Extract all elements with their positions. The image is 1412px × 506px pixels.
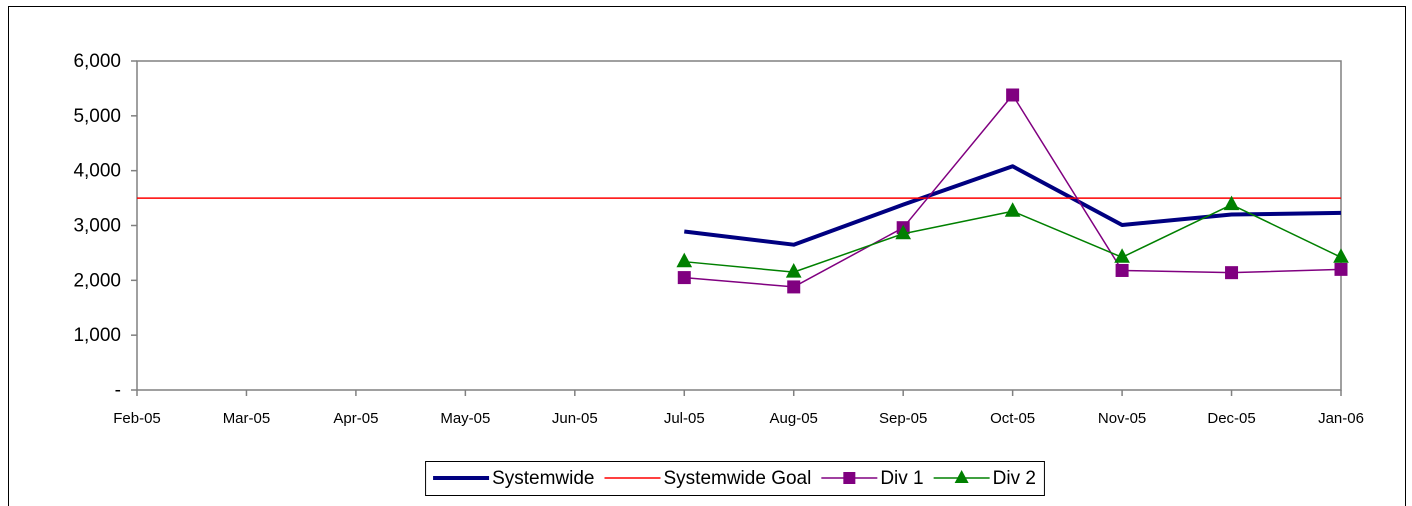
legend-item: Systemwide (433, 468, 594, 489)
x-tick-label: Sep-05 (879, 410, 927, 427)
plot-area (136, 60, 1342, 391)
y-tick-label: 2,000 (73, 270, 121, 291)
y-tick-label: 5,000 (73, 106, 121, 127)
x-tick-label: Nov-05 (1098, 410, 1146, 427)
marker (1223, 195, 1240, 211)
x-tick-label: Jul-05 (664, 410, 705, 427)
x-tick-label: Apr-05 (333, 410, 378, 427)
marker (677, 271, 691, 285)
y-tick-label: 3,000 (73, 216, 121, 237)
x-tick-label: May-05 (440, 410, 490, 427)
marker (1334, 262, 1348, 276)
y-tick-label: 6,000 (73, 51, 121, 72)
x-tick-label: Oct-05 (990, 410, 1035, 427)
x-tick-label: Aug-05 (770, 410, 818, 427)
x-tick-label: Dec-05 (1207, 410, 1255, 427)
series (677, 88, 1348, 294)
marker (1115, 263, 1129, 277)
line (684, 164, 1342, 247)
marker (1225, 266, 1239, 280)
legend-marker (843, 472, 856, 484)
legend-item: Div 2 (933, 468, 1036, 489)
marker (1114, 248, 1130, 263)
marker (895, 224, 912, 240)
marker (787, 280, 801, 294)
legend: Systemwide Systemwide Goal Div 1 Div 2 (433, 468, 1036, 489)
x-tick-label: Mar-05 (223, 410, 271, 427)
legend-label: Div 2 (993, 468, 1036, 489)
x-tick-label: Jan-06 (1318, 410, 1364, 427)
series (684, 164, 1342, 247)
x-tick-label: Jun-05 (552, 410, 598, 427)
y-tick-label: 1,000 (73, 325, 121, 346)
legend-label: Systemwide Goal (663, 468, 811, 489)
legend-label: Div 1 (880, 468, 923, 489)
y-tick-label: - (115, 380, 121, 401)
legend-label: Systemwide (492, 468, 594, 489)
marker (1333, 248, 1349, 263)
x-tick-label: Feb-05 (113, 410, 161, 427)
legend-marker (954, 470, 969, 483)
legend-item: Div 1 (821, 468, 924, 489)
series (676, 195, 1349, 278)
y-tick-label: 4,000 (73, 161, 121, 182)
legend-item: Systemwide Goal (604, 468, 811, 489)
marker (785, 263, 802, 278)
marker (1006, 88, 1020, 102)
marker (676, 252, 693, 268)
marker (1004, 202, 1021, 217)
